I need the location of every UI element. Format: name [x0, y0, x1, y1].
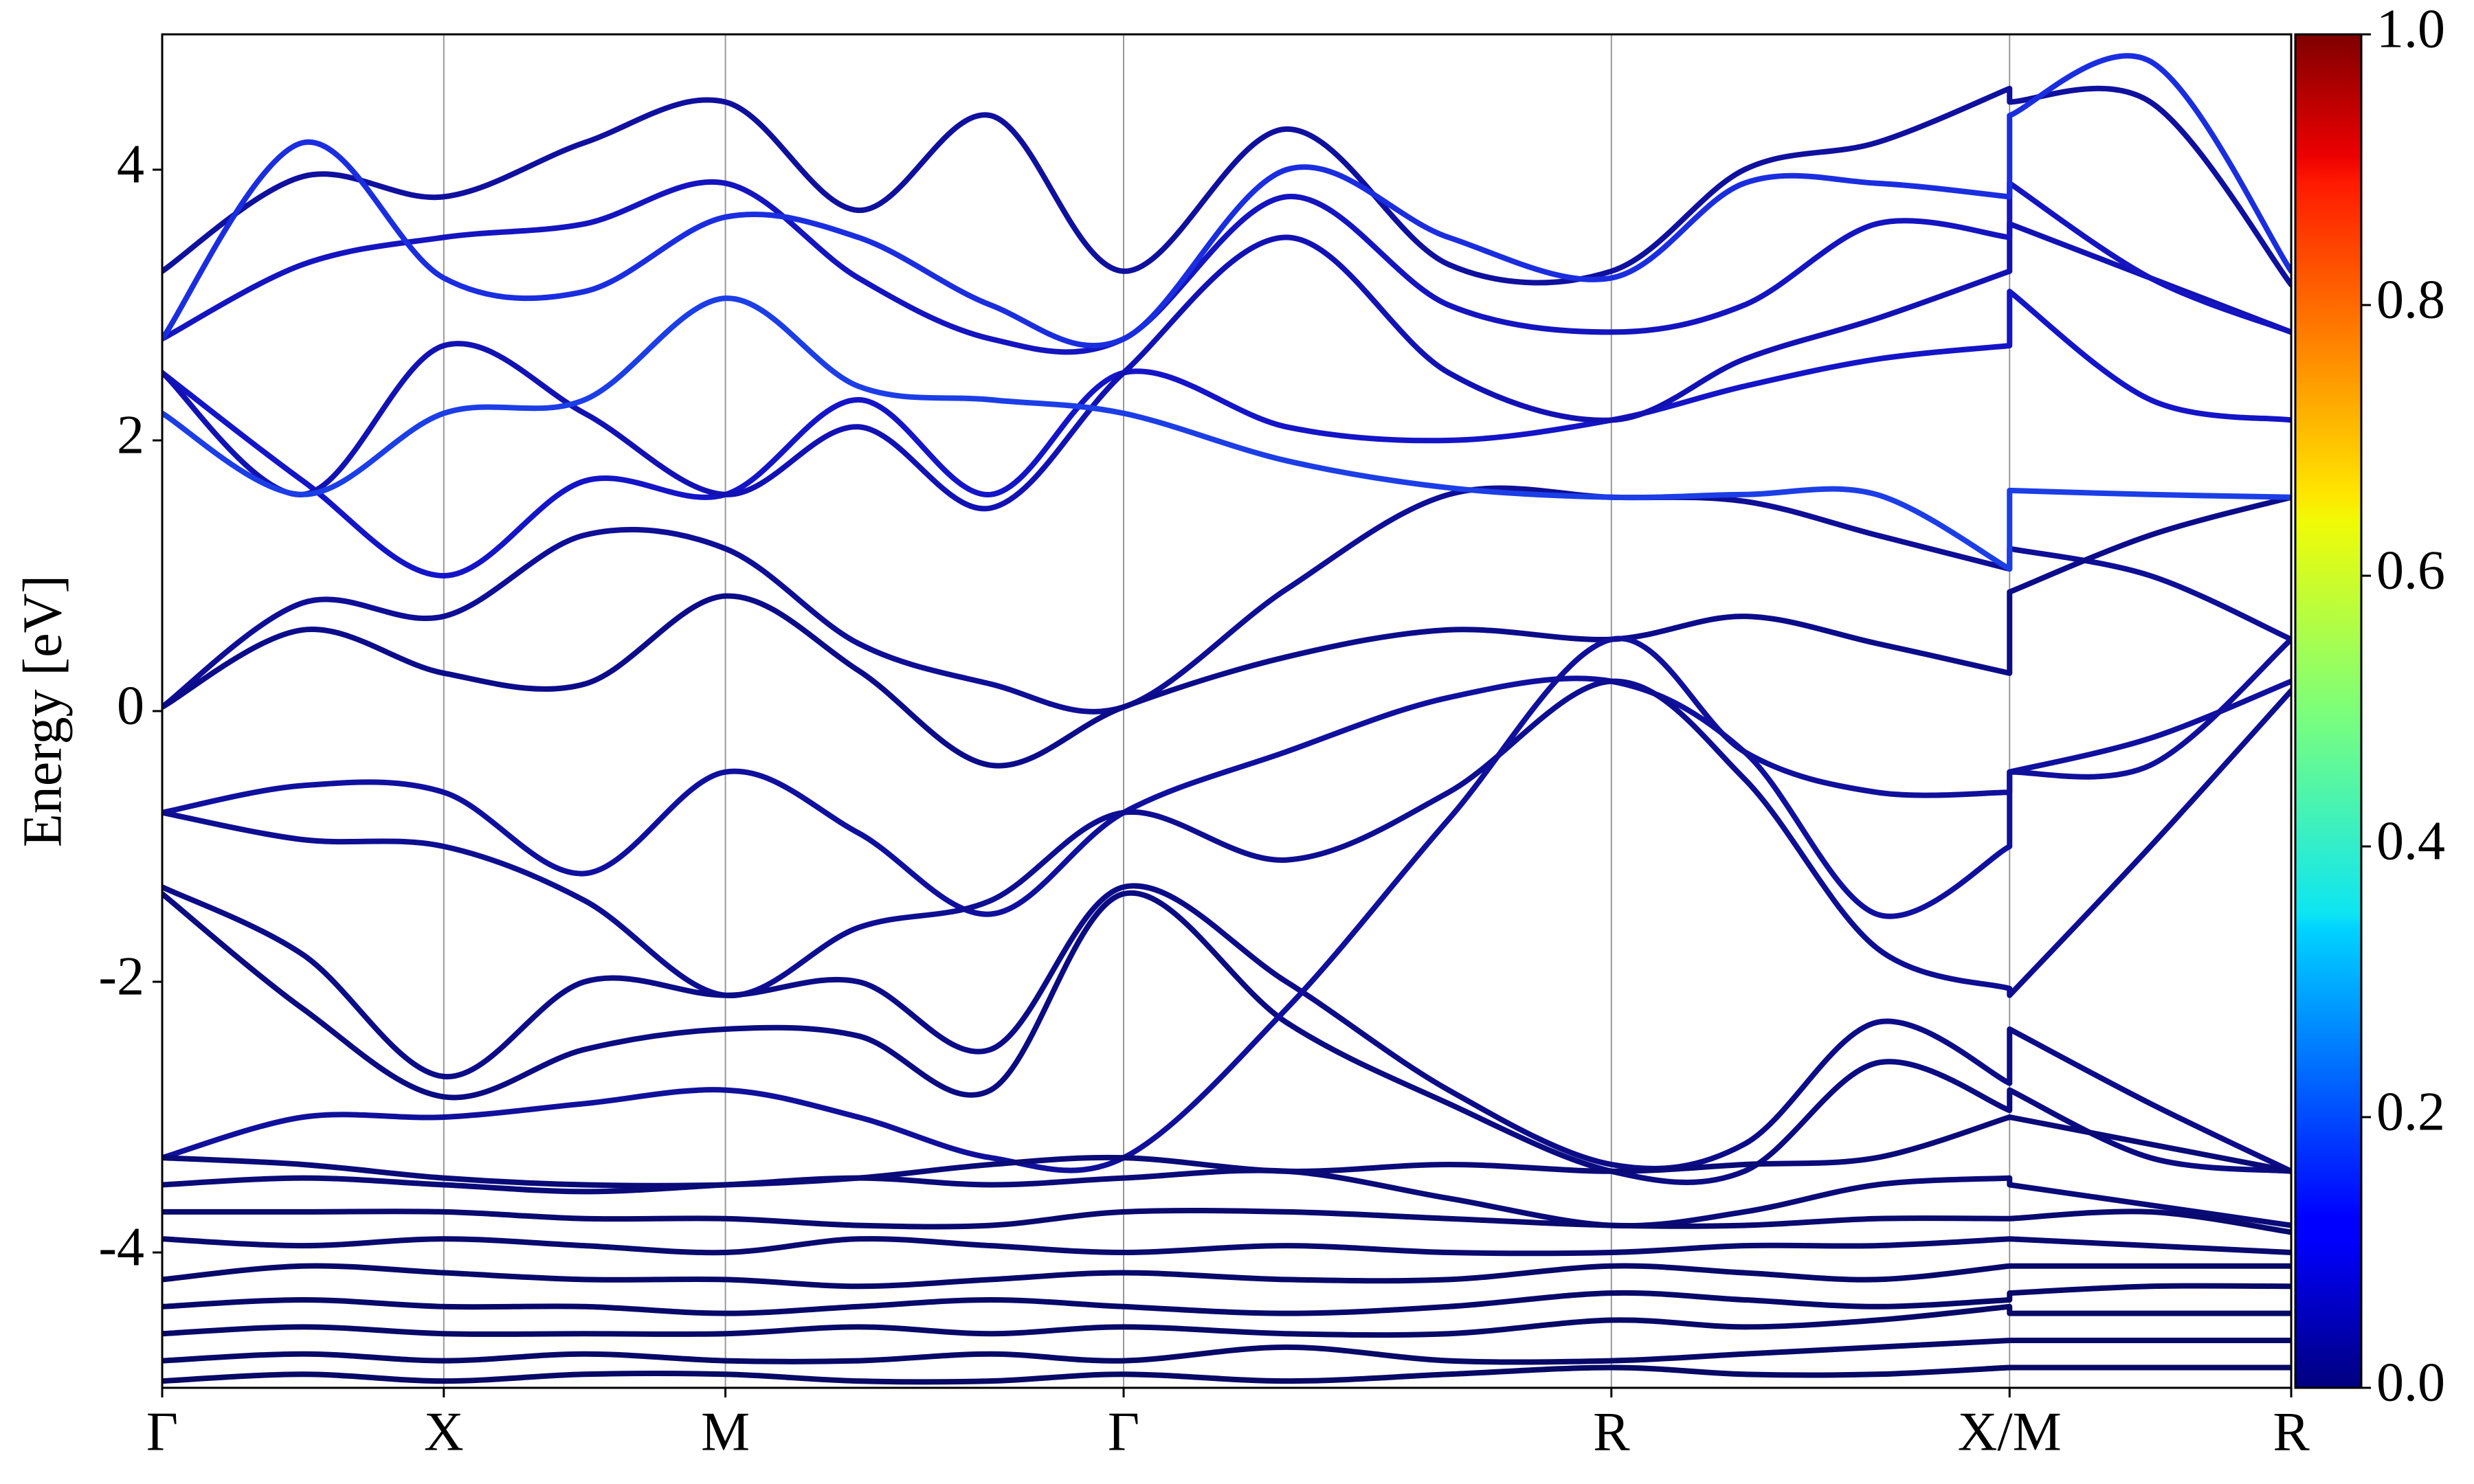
band-line [162, 485, 2291, 715]
band-line [162, 1303, 2291, 1338]
band-line [162, 1114, 2291, 1189]
band-line [162, 1263, 2291, 1290]
y-tick-label: 4 [117, 134, 144, 194]
band-line [162, 494, 2291, 769]
band-line [162, 883, 2291, 1174]
y-axis-label: Energy [eV] [12, 575, 73, 847]
x-tick-label: Γ [1108, 1402, 1139, 1462]
plot-frame [161, 33, 2293, 1389]
band-line [162, 890, 2291, 1185]
band-line [162, 636, 2291, 1173]
band-line [162, 53, 2291, 349]
colorbar-tick-label: 0.8 [2376, 269, 2445, 330]
band-line [162, 1338, 2291, 1365]
x-tick-label: X [424, 1402, 464, 1462]
y-tick-label: -4 [98, 1217, 144, 1277]
x-tick-label: Γ [146, 1402, 178, 1462]
colorbar-tick-label: 0.2 [2376, 1081, 2445, 1142]
band-line [162, 1236, 2291, 1257]
y-tick-label: 0 [117, 675, 144, 736]
band-line [162, 179, 2291, 355]
x-tick-label: X/M [1958, 1402, 2062, 1462]
band-line [162, 678, 2291, 998]
plot-area [162, 53, 2291, 1385]
band-line [162, 1364, 2291, 1385]
band-line [162, 1283, 2291, 1316]
y-tick-label: 2 [117, 405, 144, 465]
x-tick-label: R [2273, 1402, 2310, 1462]
band-line [162, 675, 2291, 919]
colorbar-tick-label: 1.0 [2376, 0, 2445, 59]
colorbar-tick-label: 0.4 [2376, 811, 2445, 871]
band-line [162, 85, 2291, 288]
colorbar [2294, 33, 2363, 1389]
band-line [162, 221, 2291, 512]
band-line [162, 1208, 2291, 1235]
y-tick-label: -2 [98, 946, 144, 1007]
colorbar-tick-label: 0.0 [2376, 1352, 2445, 1413]
x-tick-label: M [701, 1402, 750, 1462]
colorbar-tick-label: 0.6 [2376, 540, 2445, 600]
x-tick-label: R [1593, 1402, 1630, 1462]
band-line [162, 295, 2291, 572]
band-line [162, 1167, 2291, 1229]
band-line [162, 289, 2291, 578]
